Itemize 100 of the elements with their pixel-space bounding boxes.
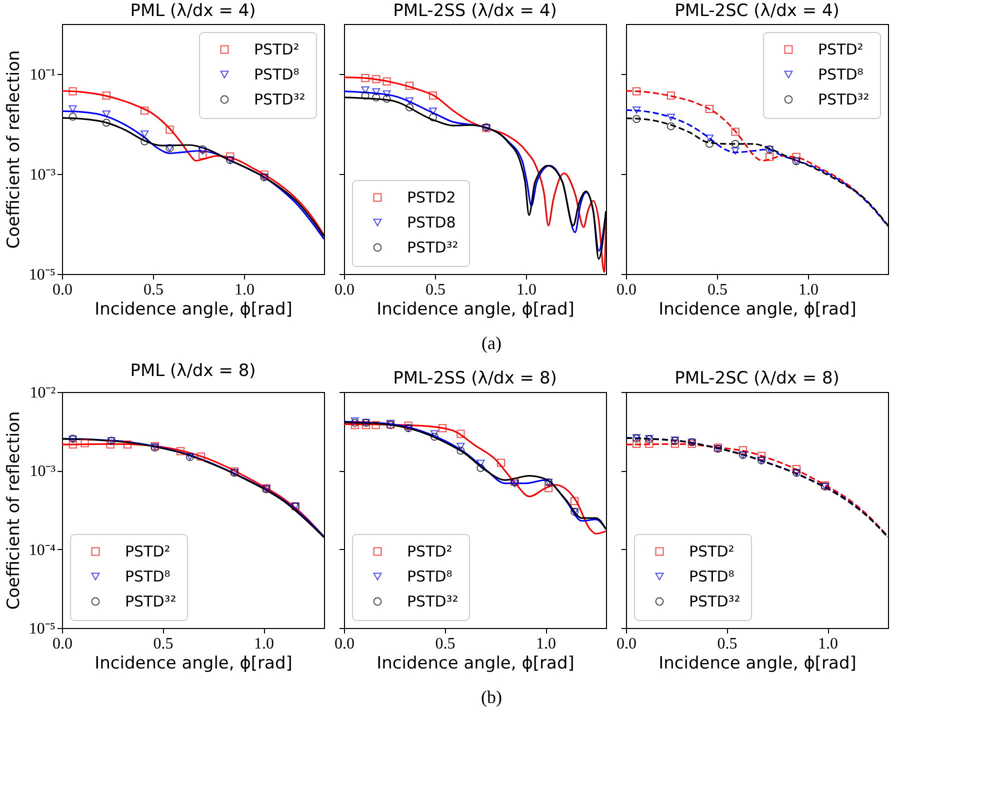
x-tick-label: 0.0 (334, 282, 354, 298)
point (361, 74, 370, 82)
x-tick-label: 0.0 (52, 282, 72, 298)
point (428, 92, 438, 100)
chart-title: PML (λ/dx = 4) (130, 1, 256, 21)
legend-label: PSTD⁸ (125, 568, 170, 586)
point (670, 440, 680, 448)
legend-label: PSTD³² (254, 90, 306, 108)
point (196, 452, 205, 461)
chart-title: PML-2SS (λ/dx = 8) (393, 368, 557, 388)
legend-label: PSTD² (689, 542, 734, 560)
point (361, 92, 370, 100)
x-tick-label: 0.0 (616, 282, 636, 298)
point (731, 147, 740, 154)
x-tick-label: 0.5 (143, 282, 164, 298)
point (496, 458, 506, 467)
point (372, 421, 380, 430)
x-tick-label: 1.0 (516, 282, 536, 298)
point (80, 439, 89, 448)
x-axis-title: Incidence angle, ϕ[rad] (94, 654, 292, 674)
legend-label: PSTD8 (407, 214, 456, 232)
legend-label: PSTD² (407, 542, 452, 560)
y-tick-label: 10⁻³ (30, 463, 56, 480)
point (350, 421, 359, 430)
point (68, 87, 77, 96)
x-tick-label: 0.5 (153, 636, 174, 652)
point (430, 432, 439, 441)
point (372, 88, 380, 96)
point (456, 442, 465, 450)
y-tick-label: 10⁻¹ (30, 66, 56, 84)
point (140, 106, 149, 115)
point (106, 440, 114, 449)
x-tick-label: 1.0 (254, 636, 274, 652)
y-tick-label: 10⁻⁵ (28, 620, 56, 638)
point (438, 424, 447, 432)
point (757, 452, 766, 460)
chart-title: PML (λ/dx = 8) (130, 361, 256, 381)
point (430, 430, 439, 438)
point (766, 152, 774, 161)
legend-label: PSTD⁸ (254, 66, 300, 84)
point (731, 140, 740, 148)
point (361, 86, 370, 94)
x-tick-label: 1.0 (798, 282, 818, 298)
point (404, 422, 412, 430)
point (666, 92, 675, 100)
y-tick-label: 10⁻⁵ (28, 266, 56, 284)
legend-label: PSTD³² (818, 90, 870, 108)
text: (a) (482, 333, 502, 354)
legend-label: PSTD² (254, 40, 300, 58)
point (198, 150, 207, 160)
point (544, 484, 553, 492)
line-series (62, 90, 324, 236)
point (140, 130, 149, 138)
x-axis-title: Incidence angle, ϕ[rad] (658, 654, 856, 674)
point (570, 497, 579, 506)
y-tick-label: 10⁻⁴ (28, 542, 56, 559)
point (666, 114, 675, 121)
point (738, 446, 747, 454)
x-tick-label: 1.0 (536, 636, 556, 652)
x-tick-label: 0.5 (425, 282, 446, 298)
legend-label: PSTD² (818, 40, 864, 58)
point (382, 90, 391, 98)
x-tick-label: 0.0 (616, 636, 636, 652)
x-tick-label: 0.5 (707, 282, 728, 298)
x-axis-title: Incidence angle, ϕ[rad] (94, 300, 292, 320)
x-tick-label: 1.0 (234, 282, 254, 298)
x-axis-title: Incidence angle, ϕ[rad] (376, 654, 574, 674)
point (123, 440, 132, 449)
legend-label: PSTD⁸ (818, 66, 864, 84)
point (666, 122, 675, 130)
x-axis-title: Incidence angle, ϕ[rad] (376, 300, 574, 320)
point (372, 93, 380, 102)
point (362, 421, 370, 430)
point (405, 82, 414, 90)
point (705, 104, 714, 113)
point (632, 87, 641, 96)
point (372, 75, 380, 84)
point (68, 105, 77, 113)
point (476, 464, 485, 472)
x-tick-label: 0.0 (334, 636, 354, 652)
legend-label: PSTD⁸ (689, 568, 734, 586)
y-axis-title: Coefficient of reflection (4, 50, 24, 249)
point (428, 113, 438, 122)
point (705, 140, 714, 148)
point (632, 106, 641, 114)
point (68, 112, 77, 121)
legend-label: PSTD³² (125, 592, 176, 610)
legend-label: PSTD² (125, 542, 170, 560)
point (792, 464, 801, 474)
x-tick-label: 0.0 (52, 636, 72, 652)
y-tick-label: 10⁻³ (30, 166, 56, 184)
legend-label: PSTD2 (407, 188, 456, 206)
point (428, 108, 438, 115)
point (176, 447, 185, 456)
x-axis-title: Incidence angle, ϕ[rad] (658, 300, 856, 320)
legend-label: PSTD³² (689, 592, 740, 610)
point (102, 118, 110, 127)
point (226, 152, 234, 160)
point (705, 134, 714, 142)
legend-label: PSTD³² (407, 238, 458, 256)
